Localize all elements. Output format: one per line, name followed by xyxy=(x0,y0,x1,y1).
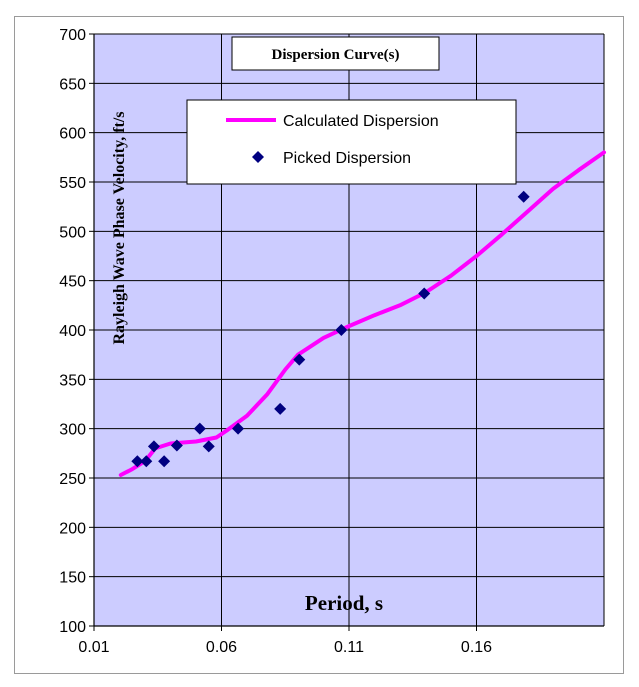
calculated-dispersion-series xyxy=(118,150,606,477)
picked-dispersion-point xyxy=(158,455,171,468)
y-tick-label: 500 xyxy=(59,224,86,241)
picked-dispersion-point xyxy=(170,439,183,452)
y-tick-label: 100 xyxy=(59,619,86,636)
calculated-dispersion-line xyxy=(118,150,606,477)
chart-title-box xyxy=(231,36,440,71)
legend-label-picked: Picked Dispersion xyxy=(283,150,411,167)
legend-diamond-swatch xyxy=(252,151,264,163)
y-tick-label: 700 xyxy=(59,27,86,44)
legend-box xyxy=(186,99,517,185)
y-tick-label: 150 xyxy=(59,570,86,587)
picked-dispersion-point xyxy=(418,287,431,300)
x-tick-label: 0.06 xyxy=(206,639,237,656)
y-tick-label: 200 xyxy=(59,520,86,537)
x-tick-label: 0.01 xyxy=(78,639,109,656)
picked-dispersion-point xyxy=(293,353,306,366)
y-tick-label: 450 xyxy=(59,274,86,291)
x-axis-title: Period, s xyxy=(305,591,383,615)
x-tick-label: 0.16 xyxy=(461,639,492,656)
y-tick-label: 300 xyxy=(59,422,86,439)
picked-dispersion-point xyxy=(140,455,153,468)
picked-dispersion-point xyxy=(147,440,160,453)
y-axis-title: Rayleigh Wave Phase Velocity, ft/s xyxy=(111,111,128,344)
x-axis-ticks: 0.01 0.06 0.11 0.16 xyxy=(78,626,492,656)
x-tick-label: 0.11 xyxy=(334,639,364,656)
y-tick-label: 650 xyxy=(59,76,86,93)
y-tick-label: 600 xyxy=(59,126,86,143)
y-tick-label: 400 xyxy=(59,323,86,340)
picked-dispersion-series xyxy=(131,190,530,468)
y-axis-ticks: 100 150 200 250 300 350 400 450 500 550 600 650 700 xyxy=(59,27,94,636)
picked-dispersion-point xyxy=(335,324,348,336)
gridlines xyxy=(93,33,605,627)
chart-title: Dispersion Curve(s) xyxy=(272,47,400,63)
picked-dispersion-point xyxy=(193,422,206,435)
picked-dispersion-point xyxy=(517,190,530,203)
picked-dispersion-point xyxy=(274,402,287,415)
legend-label-calculated: Calculated Dispersion xyxy=(283,113,439,130)
picked-dispersion-point xyxy=(131,455,144,468)
y-tick-label: 550 xyxy=(59,175,86,192)
picked-dispersion-point xyxy=(202,440,215,453)
y-tick-label: 350 xyxy=(59,372,86,389)
y-tick-label: 250 xyxy=(59,471,86,488)
picked-dispersion-point xyxy=(232,422,245,435)
